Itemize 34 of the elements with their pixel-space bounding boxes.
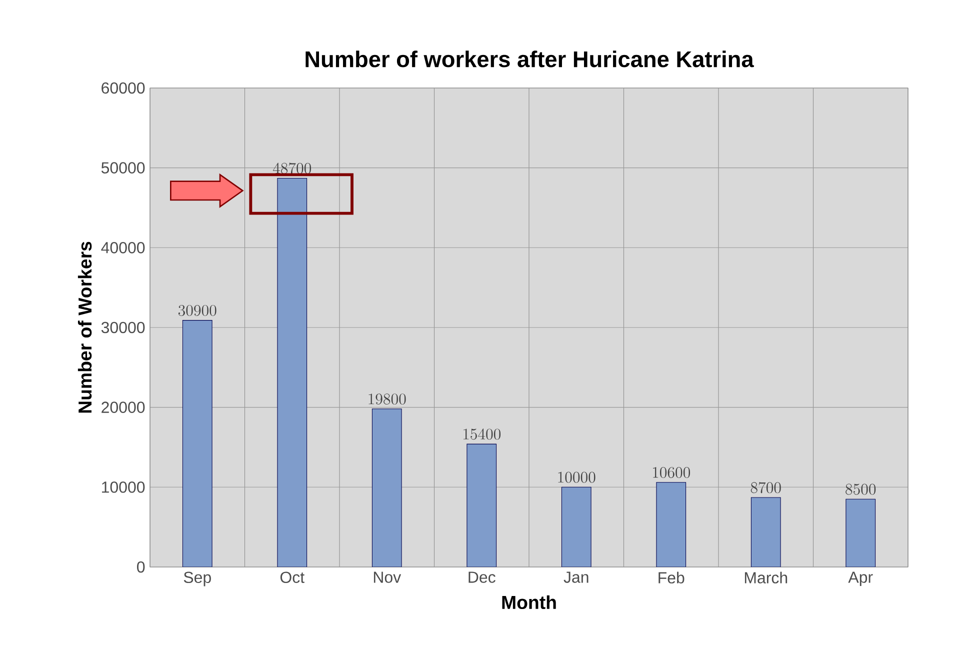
y-tick-label: 30000 xyxy=(101,322,145,334)
x-tick-label: Jan xyxy=(564,572,588,583)
x-tick-label: Sep xyxy=(184,572,211,586)
x-tick-label: Dec xyxy=(468,572,496,583)
bar xyxy=(656,482,686,567)
data-label: 10000 xyxy=(558,472,596,483)
x-tick-label: Oct xyxy=(280,572,304,584)
bar xyxy=(372,408,402,567)
data-label: 15400 xyxy=(464,428,501,440)
x-tick-label: Nov xyxy=(374,572,402,583)
bar xyxy=(846,498,876,567)
bar xyxy=(750,497,781,567)
y-tick-label: 0 xyxy=(137,561,145,573)
y-axis-title: Number of Workers xyxy=(78,242,92,413)
x-tick-label: March xyxy=(744,572,788,584)
y-tick-label: 10000 xyxy=(102,481,145,493)
data-label: 10600 xyxy=(653,467,690,478)
y-tick-label: 60000 xyxy=(102,82,145,94)
y-tick-label: 50000 xyxy=(101,162,145,174)
bar xyxy=(466,444,497,567)
x-tick-label: Apr xyxy=(848,572,873,586)
x-axis-title: Month xyxy=(502,595,556,610)
chart-title: Number of workers after Huricane Katrina xyxy=(306,50,754,68)
bar xyxy=(561,486,592,567)
data-label: 8700 xyxy=(750,482,781,494)
data-label: 19800 xyxy=(368,394,406,405)
bar xyxy=(277,178,308,567)
y-tick-label: 40000 xyxy=(101,242,145,254)
y-tick-label: 20000 xyxy=(102,402,145,413)
data-label: 30900 xyxy=(178,304,216,316)
bar xyxy=(182,320,212,567)
data-label: 8500 xyxy=(846,484,876,495)
x-tick-label: Feb xyxy=(658,572,684,584)
data-label: 48700 xyxy=(272,162,312,174)
